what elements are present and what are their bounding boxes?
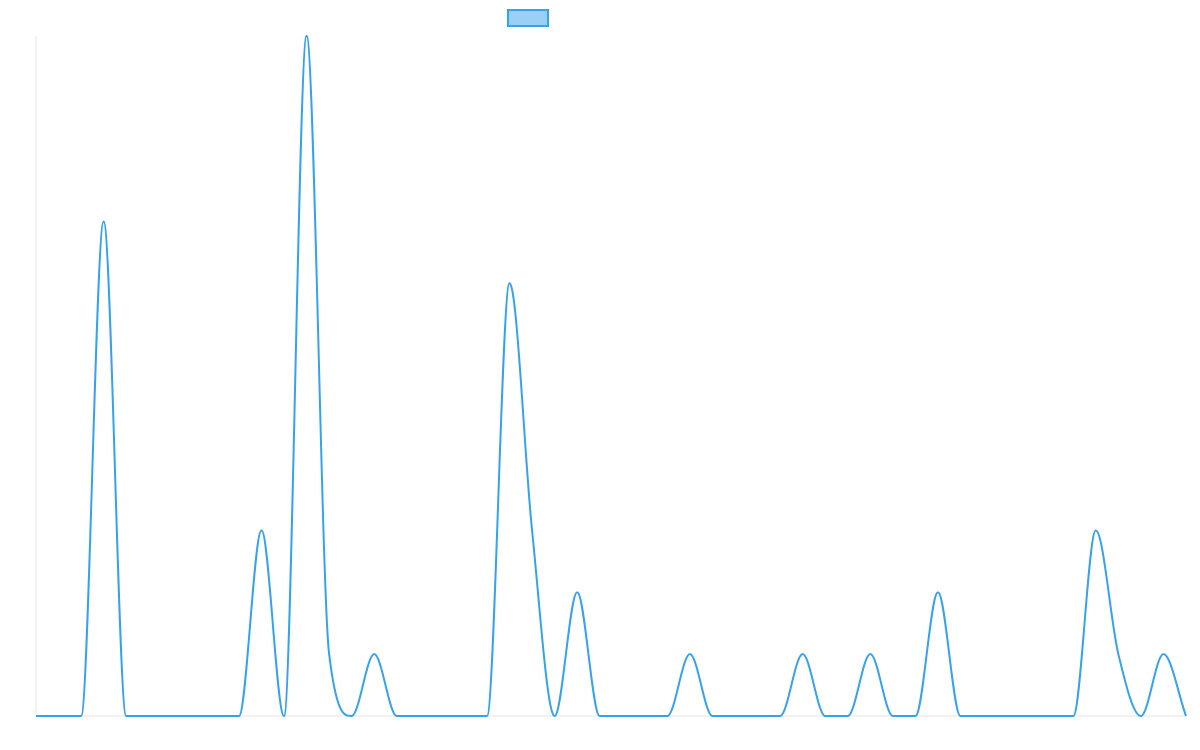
line [36, 34, 1187, 718]
legend-swatch [507, 9, 549, 27]
